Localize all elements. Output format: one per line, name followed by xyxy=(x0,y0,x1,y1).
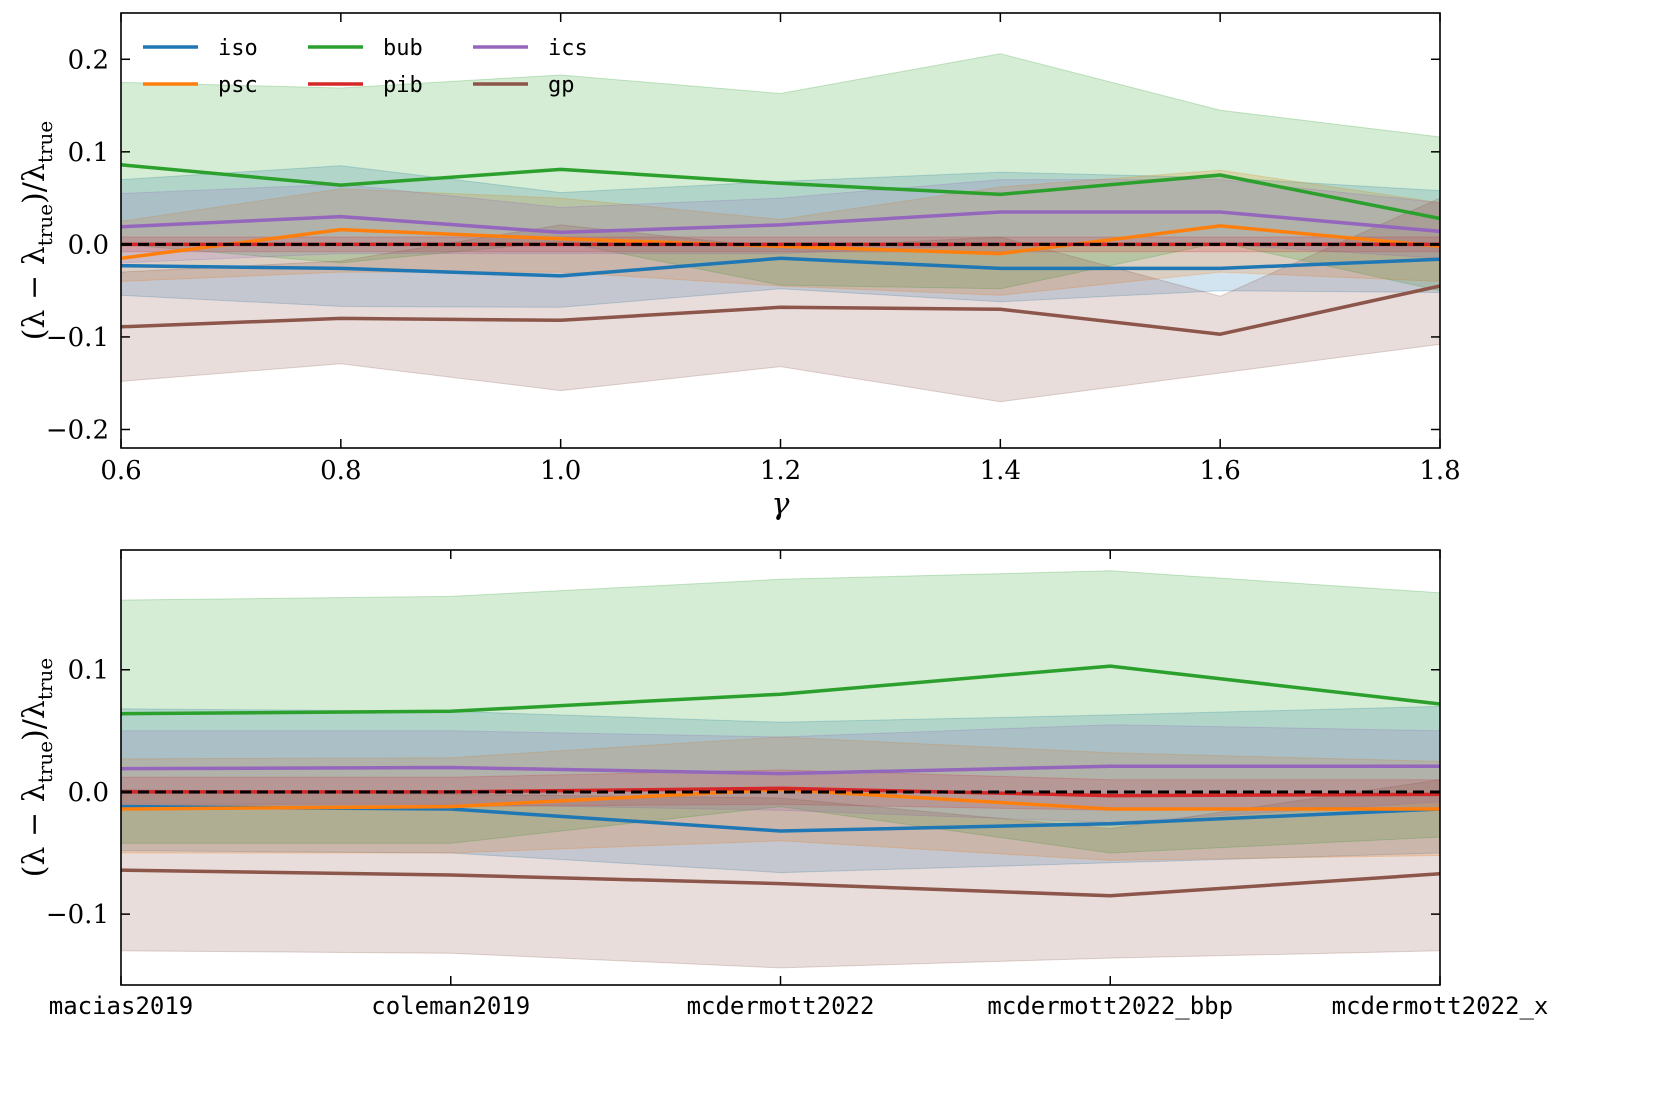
bottom-ytick-label: −0.1 xyxy=(46,900,109,930)
top-ytick-label: 0.1 xyxy=(68,138,109,168)
bottom-uncertainty-bands xyxy=(120,570,1441,969)
top-panel: −0.2 −0.1 0.0 0.1 0.2 0.6 0.8 1.0 1.2 1.4 1.6 1.8 (… xyxy=(17,12,1461,522)
bottom-ytick-label: 0.1 xyxy=(68,656,109,686)
bottom-series-lines xyxy=(120,664,1441,898)
bottom-xtick-label: mcdermott2022_x xyxy=(1332,992,1549,1020)
bottom-xtick-label: mcdermott2022 xyxy=(687,992,875,1020)
bottom-xtick-label: mcdermott2022_bbp xyxy=(987,992,1233,1020)
bottom-line-bub xyxy=(120,664,1441,716)
bottom-ticks: −0.1 0.0 0.1 macias2019 coleman2019 mcdermott… xyxy=(46,550,1549,1020)
legend: iso psc bub pib ics gp xyxy=(143,36,588,98)
top-xtick-label: 1.2 xyxy=(760,456,801,486)
bottom-ytick-label: 0.0 xyxy=(68,778,109,808)
top-ticks: −0.2 −0.1 0.0 0.1 0.2 0.6 0.8 1.0 1.2 1.4 1.6 1.8 xyxy=(46,13,1461,486)
top-line-iso xyxy=(120,256,1441,278)
top-ytick-label: 0.0 xyxy=(68,230,109,260)
bottom-xtick-label: macias2019 xyxy=(49,992,194,1020)
legend-label-bub: bub xyxy=(383,36,423,61)
bottom-line-ics xyxy=(120,764,1440,776)
legend-label-gp: gp xyxy=(548,73,575,98)
top-xtick-label: 1.4 xyxy=(980,456,1021,486)
legend-label-iso: iso xyxy=(218,36,258,61)
bottom-panel: −0.1 0.0 0.1 macias2019 coleman2019 mcdermott… xyxy=(17,549,1549,1020)
top-line-gp xyxy=(120,284,1441,336)
top-x-axis-label: γ xyxy=(772,487,790,522)
top-xtick-label: 0.8 xyxy=(320,456,361,486)
bottom-line-pib xyxy=(121,786,1441,798)
top-line-bub xyxy=(120,163,1441,221)
top-ytick-label: 0.2 xyxy=(68,45,109,75)
bottom-xtick-label: coleman2019 xyxy=(371,992,530,1020)
bottom-ylabel-text: (λ − λtrue)/λtrue xyxy=(17,658,57,877)
top-ylabel-text: (λ − λtrue)/λtrue xyxy=(17,121,57,340)
top-xtick-label: 1.0 xyxy=(540,456,581,486)
top-xtick-label: 1.8 xyxy=(1419,456,1460,486)
legend-label-ics: ics xyxy=(548,36,588,61)
top-xtick-label: 1.6 xyxy=(1199,456,1240,486)
bottom-line-gp xyxy=(120,868,1441,898)
top-y-axis-label: (λ − λtrue)/λtrue xyxy=(17,121,57,340)
legend-label-pib: pib xyxy=(383,73,423,98)
top-ytick-label: −0.1 xyxy=(46,323,109,353)
top-line-psc xyxy=(120,224,1441,261)
legend-label-psc: psc xyxy=(218,73,258,98)
bottom-y-axis-label: (λ − λtrue)/λtrue xyxy=(17,658,57,877)
top-series-lines xyxy=(120,163,1441,336)
top-xtick-label: 0.6 xyxy=(100,456,141,486)
top-ytick-label: −0.2 xyxy=(46,415,109,445)
top-line-ics xyxy=(120,210,1441,235)
